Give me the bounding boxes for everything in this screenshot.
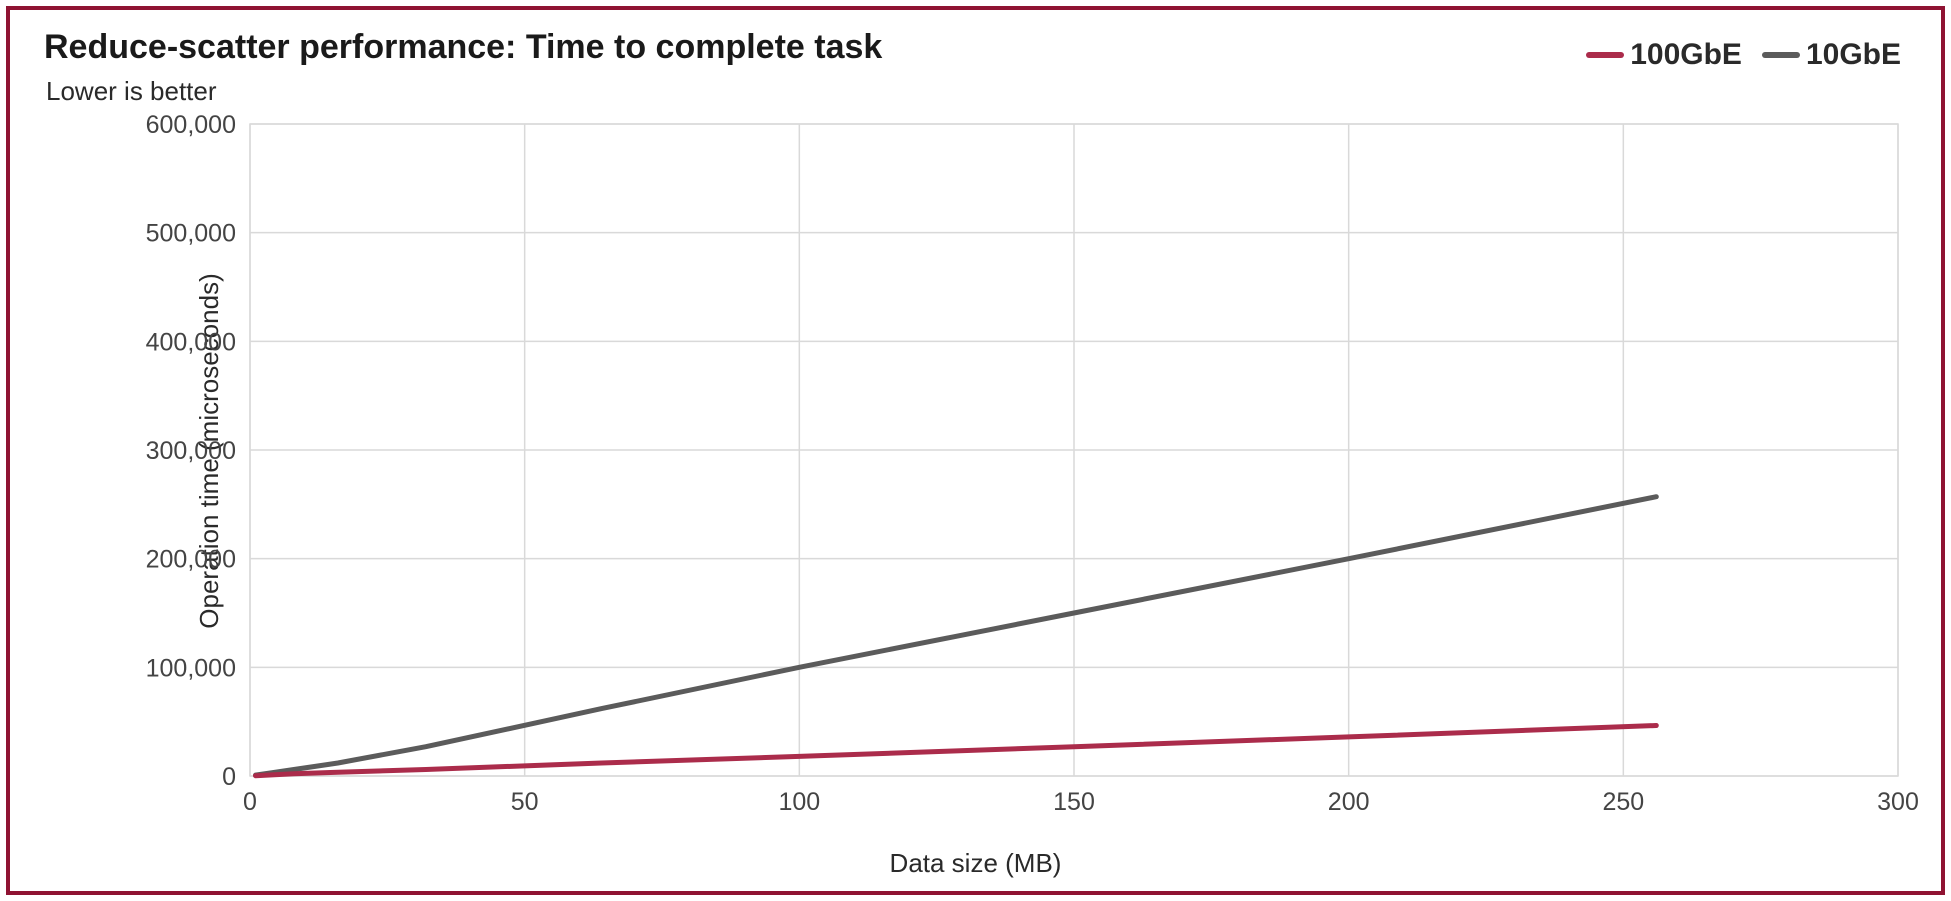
svg-text:300,000: 300,000 xyxy=(146,437,236,465)
svg-text:150: 150 xyxy=(1053,788,1095,816)
svg-text:500,000: 500,000 xyxy=(146,220,236,248)
chart-frame: Reduce-scatter performance: Time to comp… xyxy=(6,6,1945,895)
svg-text:250: 250 xyxy=(1602,788,1644,816)
svg-text:300: 300 xyxy=(1877,788,1919,816)
svg-text:100: 100 xyxy=(778,788,820,816)
svg-text:0: 0 xyxy=(243,788,257,816)
svg-text:0: 0 xyxy=(222,763,236,791)
svg-text:200,000: 200,000 xyxy=(146,546,236,574)
svg-text:100,000: 100,000 xyxy=(146,654,236,682)
svg-text:200: 200 xyxy=(1328,788,1370,816)
svg-text:50: 50 xyxy=(511,788,539,816)
chart-plot: 0 50 100 150 200 250 300 0 100,000 200,000 300,000… xyxy=(10,10,1941,891)
svg-text:600,000: 600,000 xyxy=(146,111,236,139)
svg-text:400,000: 400,000 xyxy=(146,328,236,356)
